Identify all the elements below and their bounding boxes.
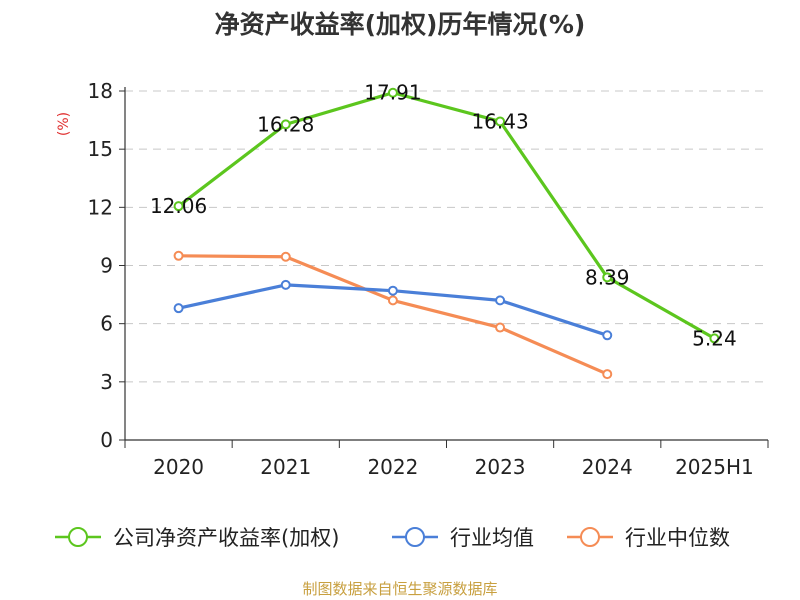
data-label: 8.39 bbox=[585, 265, 630, 289]
series-line bbox=[177, 91, 716, 340]
x-tick-label: 2023 bbox=[475, 455, 526, 479]
data-point bbox=[173, 201, 184, 212]
data-point bbox=[173, 250, 184, 261]
chart-title: 净资产收益率(加权)历年情况(%) bbox=[215, 10, 586, 39]
y-tick-label: 3 bbox=[100, 370, 113, 394]
data-point bbox=[280, 279, 291, 290]
y-tick-label: 12 bbox=[88, 195, 113, 219]
x-tick-label: 2022 bbox=[367, 455, 418, 479]
data-point bbox=[387, 285, 398, 296]
axes bbox=[119, 87, 769, 448]
legend-label: 公司净资产收益率(加权) bbox=[113, 526, 339, 550]
data-point bbox=[280, 119, 291, 130]
x-tick-label: 2020 bbox=[153, 455, 204, 479]
source-note: 制图数据来自恒生聚源数据库 bbox=[302, 580, 497, 598]
data-label: 16.28 bbox=[257, 112, 314, 136]
data-point bbox=[602, 369, 613, 380]
legend-label: 行业均值 bbox=[450, 526, 534, 550]
y-tick-label: 6 bbox=[100, 312, 113, 336]
data-point bbox=[387, 87, 398, 98]
data-point bbox=[495, 322, 506, 333]
data-point bbox=[280, 251, 291, 262]
data-label: 16.43 bbox=[471, 109, 528, 133]
legend: 公司净资产收益率(加权) 行业均值 行业中位数 bbox=[55, 526, 730, 550]
grid-lines bbox=[125, 90, 768, 383]
x-tick-label: 2025H1 bbox=[675, 455, 754, 479]
legend-swatch-marker bbox=[68, 527, 88, 547]
data-label: 12.06 bbox=[150, 194, 207, 218]
y-tick-label: 0 bbox=[100, 428, 113, 452]
x-tick-label: 2021 bbox=[260, 455, 311, 479]
data-point bbox=[495, 295, 506, 306]
x-tick-label: 2024 bbox=[582, 455, 633, 479]
y-tick-labels: 0 3 6 9 12 15 18 bbox=[88, 79, 113, 452]
y-tick-label: 9 bbox=[100, 254, 113, 278]
data-label: 5.24 bbox=[692, 326, 737, 350]
data-point bbox=[387, 295, 398, 306]
data-point bbox=[709, 333, 720, 344]
x-tick-labels: 2020 2021 2022 2023 2024 2025H1 bbox=[153, 455, 754, 479]
data-labels: 12.06 16.28 17.91 16.43 8.39 5.24 bbox=[150, 81, 737, 351]
y-axis-label: (%) bbox=[56, 112, 72, 136]
y-tick-label: 18 bbox=[88, 79, 113, 103]
legend-swatch-marker bbox=[405, 527, 425, 547]
legend-swatch-marker bbox=[580, 527, 600, 547]
data-point bbox=[602, 330, 613, 341]
data-point bbox=[173, 303, 184, 314]
series-group bbox=[173, 87, 720, 380]
data-point bbox=[495, 116, 506, 127]
data-point bbox=[602, 272, 613, 283]
legend-label: 行业中位数 bbox=[625, 526, 730, 550]
data-label: 17.91 bbox=[364, 81, 421, 105]
y-tick-label: 15 bbox=[88, 137, 113, 161]
